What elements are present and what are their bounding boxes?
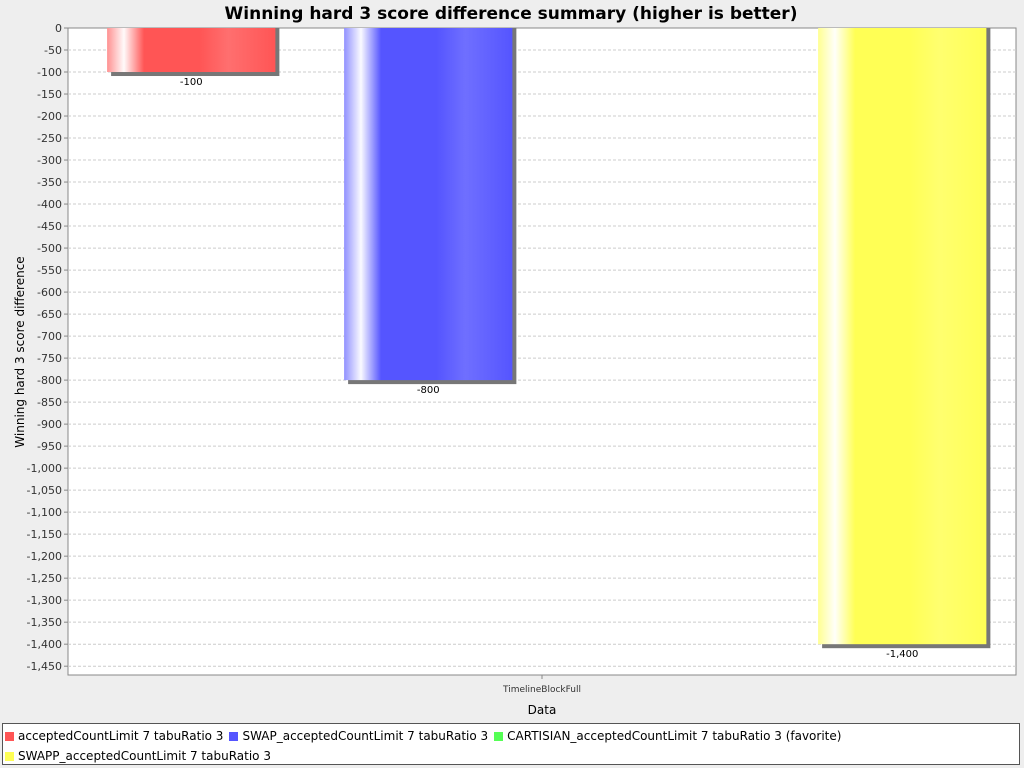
legend-item: SWAPP_acceptedCountLimit 7 tabuRatio 3	[5, 746, 271, 766]
bar-chart: Winning hard 3 score difference summary …	[13, 4, 1017, 717]
y-tick-label: -1,250	[27, 572, 62, 585]
y-tick-label: -250	[37, 132, 62, 145]
y-tick-label: -950	[37, 440, 62, 453]
y-tick-label: -1,400	[27, 638, 62, 651]
x-axis-label: Data	[528, 703, 557, 717]
legend: acceptedCountLimit 7 tabuRatio 3 SWAP_ac…	[2, 723, 1020, 765]
legend-item: acceptedCountLimit 7 tabuRatio 3	[5, 726, 223, 746]
bar-value-label: -100	[180, 77, 203, 88]
y-tick-label: -300	[37, 154, 62, 167]
legend-swatch-yellow	[5, 751, 14, 761]
bars	[107, 28, 991, 649]
y-tick-label: -150	[37, 88, 62, 101]
y-tick-label: -800	[37, 374, 62, 387]
legend-label: acceptedCountLimit 7 tabuRatio 3	[18, 729, 224, 743]
legend-swatch-red	[5, 731, 14, 741]
y-tick-label: -600	[37, 286, 62, 299]
y-tick-label: -550	[37, 264, 62, 277]
y-tick-label: -1,200	[27, 550, 62, 563]
y-tick-label: -1,150	[27, 528, 62, 541]
y-tick-label: 0	[55, 22, 62, 35]
y-tick-label: -350	[37, 176, 62, 189]
y-tick-label: -1,300	[27, 594, 62, 607]
bar	[107, 28, 276, 73]
legend-label: CARTISIAN_acceptedCountLimit 7 tabuRatio…	[507, 729, 842, 743]
y-tick-label: -100	[37, 66, 62, 79]
y-tick-label: -900	[37, 418, 62, 431]
legend-swatch-blue	[229, 731, 239, 741]
y-axis-ticks: 0 -50 -100 -150 -200 -250 -300 -350 -400 -450 -500…	[27, 22, 543, 679]
legend-label: SWAP_acceptedCountLimit 7 tabuRatio 3	[242, 729, 489, 743]
bar-value-label: -800	[417, 385, 440, 396]
y-tick-label: -1,350	[27, 616, 62, 629]
y-tick-label: -450	[37, 220, 62, 233]
y-tick-label: -1,050	[27, 484, 62, 497]
bar	[818, 28, 987, 645]
bar-value-label: -1,400	[886, 649, 918, 660]
chart-title: Winning hard 3 score difference summary …	[225, 4, 798, 24]
y-tick-label: -1,450	[27, 660, 62, 673]
y-tick-label: -50	[44, 44, 62, 57]
y-tick-label: -850	[37, 396, 62, 409]
legend-label: SWAPP_acceptedCountLimit 7 tabuRatio 3	[18, 749, 271, 763]
y-tick-label: -750	[37, 352, 62, 365]
bar	[344, 28, 513, 381]
legend-item: SWAP_acceptedCountLimit 7 tabuRatio 3	[229, 726, 488, 746]
category-label: TimelineBlockFull	[502, 685, 581, 695]
y-tick-label: -500	[37, 242, 62, 255]
legend-item: CARTISIAN_acceptedCountLimit 7 tabuRatio…	[494, 726, 841, 746]
y-axis-label: Winning hard 3 score difference	[13, 256, 27, 447]
y-tick-label: -1,100	[27, 506, 62, 519]
y-tick-label: -1,000	[27, 462, 62, 475]
y-tick-label: -200	[37, 110, 62, 123]
legend-swatch-green	[494, 731, 504, 741]
y-tick-label: -700	[37, 330, 62, 343]
data-labels: -100 -800 -1,400	[180, 77, 918, 660]
y-tick-label: -650	[37, 308, 62, 321]
y-tick-label: -400	[37, 198, 62, 211]
